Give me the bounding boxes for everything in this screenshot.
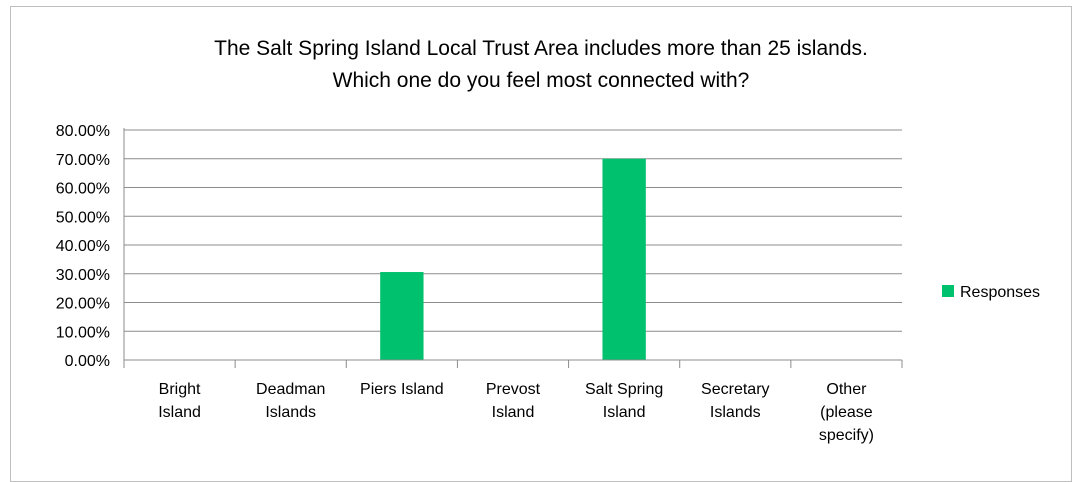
chart-title-line-2: Which one do you feel most connected wit… [333,69,750,92]
y-tick-label: 60.00% [56,181,110,198]
legend-swatch [942,285,954,297]
x-category-label: Deadman [256,381,325,398]
x-axis [123,128,903,368]
x-category-label: (please [820,404,873,421]
y-tick-label: 10.00% [56,324,110,341]
x-category-label: Secretary [701,381,769,398]
x-category-label: Islands [710,404,761,421]
legend-label: Responses [960,284,1040,301]
x-category-label: Island [158,404,201,421]
x-category-label: specify) [819,427,874,444]
y-tick-label: 50.00% [56,209,110,226]
bar [602,158,646,360]
chart-frame [10,6,1072,482]
bars [380,158,646,360]
y-tick-label: 40.00% [56,238,110,255]
x-category-label: Other [826,381,867,398]
x-category-label: Prevost [486,381,541,398]
y-tick-label: 30.00% [56,267,110,284]
x-category-label: Islands [265,404,316,421]
x-category-label: Island [603,404,646,421]
x-axis-labels: Bright Island Deadman Islands Piers Island Pr… [158,381,874,444]
x-category-label: Island [492,404,535,421]
legend: Responses [942,284,1040,301]
chart-title: The Salt Spring Island Local Trust Area … [214,37,868,92]
x-category-label: Salt Spring [585,381,663,398]
y-axis-ticks: 0.00% 10.00% 20.00% 30.00% 40.00% 50.00% 60.00… [56,123,110,370]
y-tick-label: 20.00% [56,296,110,313]
y-tick-label: 70.00% [56,152,110,169]
y-tick-label: 0.00% [65,353,110,370]
gridlines [124,129,902,332]
chart-title-line-1: The Salt Spring Island Local Trust Area … [214,37,868,60]
x-category-label: Piers Island [360,381,444,398]
y-tick-label: 80.00% [56,123,110,140]
x-category-label: Bright [159,381,201,398]
bar [380,272,424,360]
